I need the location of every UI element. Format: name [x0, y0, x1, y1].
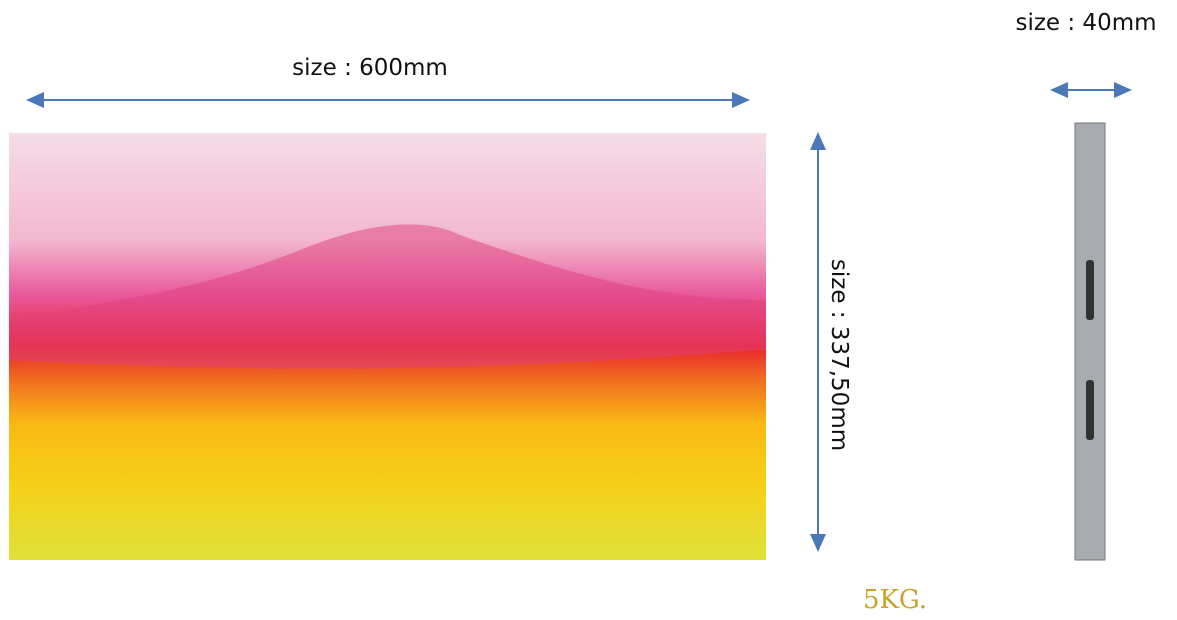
width-label: size : 600mm: [292, 55, 448, 81]
side-profile: [1074, 122, 1106, 561]
height-label: size : 337,50mm: [826, 259, 852, 451]
slot: [1086, 380, 1094, 440]
mountain: [9, 224, 766, 369]
weight-label: 5KG.: [863, 585, 927, 615]
slot: [1086, 260, 1094, 320]
depth-label: size : 40mm: [1015, 10, 1156, 36]
